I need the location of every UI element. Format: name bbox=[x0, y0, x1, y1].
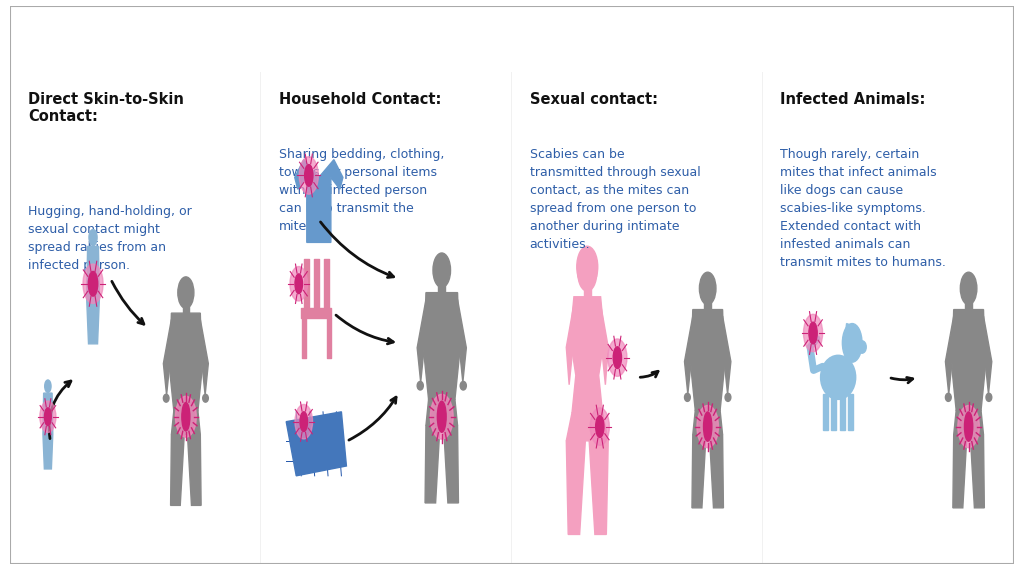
Ellipse shape bbox=[965, 412, 973, 441]
Ellipse shape bbox=[182, 403, 189, 431]
Polygon shape bbox=[953, 435, 967, 508]
Ellipse shape bbox=[858, 341, 866, 353]
Ellipse shape bbox=[164, 395, 169, 402]
Polygon shape bbox=[719, 316, 731, 394]
Ellipse shape bbox=[613, 347, 622, 369]
Polygon shape bbox=[566, 413, 608, 441]
Polygon shape bbox=[426, 400, 458, 425]
Polygon shape bbox=[710, 435, 723, 508]
Polygon shape bbox=[840, 394, 845, 430]
Ellipse shape bbox=[305, 165, 313, 186]
Ellipse shape bbox=[460, 381, 466, 390]
Circle shape bbox=[843, 324, 862, 362]
Polygon shape bbox=[197, 320, 208, 395]
Text: Sharing bedding, clothing,
towels, or personal items
with an infected person
can: Sharing bedding, clothing, towels, or pe… bbox=[279, 149, 444, 233]
Polygon shape bbox=[164, 320, 175, 395]
Circle shape bbox=[957, 406, 979, 448]
Circle shape bbox=[608, 339, 627, 376]
Polygon shape bbox=[971, 435, 984, 508]
Ellipse shape bbox=[44, 408, 51, 426]
Ellipse shape bbox=[437, 401, 446, 432]
Text: Infected Animals:: Infected Animals: bbox=[780, 92, 926, 107]
Circle shape bbox=[290, 267, 307, 301]
Circle shape bbox=[961, 272, 977, 305]
Ellipse shape bbox=[596, 416, 604, 437]
Circle shape bbox=[590, 408, 609, 445]
Polygon shape bbox=[691, 309, 724, 410]
Polygon shape bbox=[287, 412, 346, 476]
FancyBboxPatch shape bbox=[705, 289, 711, 309]
Polygon shape bbox=[831, 394, 837, 430]
Ellipse shape bbox=[820, 355, 856, 399]
Polygon shape bbox=[952, 309, 985, 410]
Polygon shape bbox=[443, 425, 459, 503]
FancyBboxPatch shape bbox=[438, 270, 445, 293]
Text: Hugging, hand-holding, or
sexual contact might
spread rabies from an
infected pe: Hugging, hand-holding, or sexual contact… bbox=[28, 205, 191, 272]
Polygon shape bbox=[953, 410, 983, 435]
Polygon shape bbox=[566, 304, 578, 385]
Polygon shape bbox=[823, 394, 828, 430]
Circle shape bbox=[83, 264, 103, 304]
Circle shape bbox=[45, 380, 51, 392]
Polygon shape bbox=[171, 411, 201, 434]
Circle shape bbox=[175, 396, 197, 437]
Circle shape bbox=[178, 277, 194, 308]
Ellipse shape bbox=[203, 395, 208, 402]
FancyBboxPatch shape bbox=[966, 289, 972, 309]
Polygon shape bbox=[848, 394, 853, 430]
Polygon shape bbox=[945, 316, 957, 394]
Polygon shape bbox=[844, 324, 854, 350]
Text: Though rarely, certain
mites that infect animals
like dogs can cause
scabies-lik: Though rarely, certain mites that infect… bbox=[780, 149, 946, 270]
Polygon shape bbox=[43, 393, 53, 469]
Ellipse shape bbox=[703, 412, 712, 441]
Ellipse shape bbox=[295, 274, 302, 294]
Polygon shape bbox=[684, 316, 696, 394]
Polygon shape bbox=[454, 300, 466, 382]
Circle shape bbox=[299, 157, 318, 194]
Polygon shape bbox=[693, 410, 723, 435]
Polygon shape bbox=[566, 441, 586, 535]
Circle shape bbox=[433, 253, 451, 287]
Polygon shape bbox=[187, 434, 201, 505]
Circle shape bbox=[804, 314, 822, 352]
Polygon shape bbox=[425, 425, 440, 503]
Polygon shape bbox=[417, 300, 429, 382]
Circle shape bbox=[697, 406, 719, 448]
Circle shape bbox=[699, 272, 716, 305]
Ellipse shape bbox=[300, 412, 307, 431]
Ellipse shape bbox=[986, 393, 992, 401]
Circle shape bbox=[295, 404, 312, 439]
Polygon shape bbox=[295, 160, 343, 242]
Circle shape bbox=[578, 253, 597, 291]
Circle shape bbox=[430, 395, 454, 439]
Text: Scabies can be
transmitted through sexual
contact, as the mites can
spread from : Scabies can be transmitted through sexua… bbox=[529, 149, 700, 251]
FancyBboxPatch shape bbox=[182, 293, 189, 313]
Ellipse shape bbox=[809, 322, 817, 344]
Polygon shape bbox=[87, 247, 99, 344]
Ellipse shape bbox=[945, 393, 951, 401]
Circle shape bbox=[40, 401, 56, 433]
Circle shape bbox=[89, 229, 97, 245]
Polygon shape bbox=[424, 293, 460, 400]
Ellipse shape bbox=[88, 271, 97, 296]
Ellipse shape bbox=[684, 393, 690, 401]
Polygon shape bbox=[170, 313, 202, 411]
Polygon shape bbox=[171, 434, 184, 505]
Polygon shape bbox=[597, 304, 608, 385]
Text: Direct Skin-to-Skin
Contact:: Direct Skin-to-Skin Contact: bbox=[28, 92, 183, 124]
Text: Sexual contact:: Sexual contact: bbox=[529, 92, 657, 107]
Text: HOW DO YOU GET INFECTED WITH SCABIES?: HOW DO YOU GET INFECTED WITH SCABIES? bbox=[132, 24, 892, 54]
Polygon shape bbox=[980, 316, 992, 394]
FancyBboxPatch shape bbox=[584, 272, 591, 297]
Text: Household Contact:: Household Contact: bbox=[279, 92, 441, 107]
Polygon shape bbox=[589, 441, 608, 535]
Circle shape bbox=[577, 246, 598, 287]
Ellipse shape bbox=[417, 381, 423, 390]
Polygon shape bbox=[692, 435, 706, 508]
Ellipse shape bbox=[725, 393, 731, 401]
Polygon shape bbox=[570, 297, 604, 413]
